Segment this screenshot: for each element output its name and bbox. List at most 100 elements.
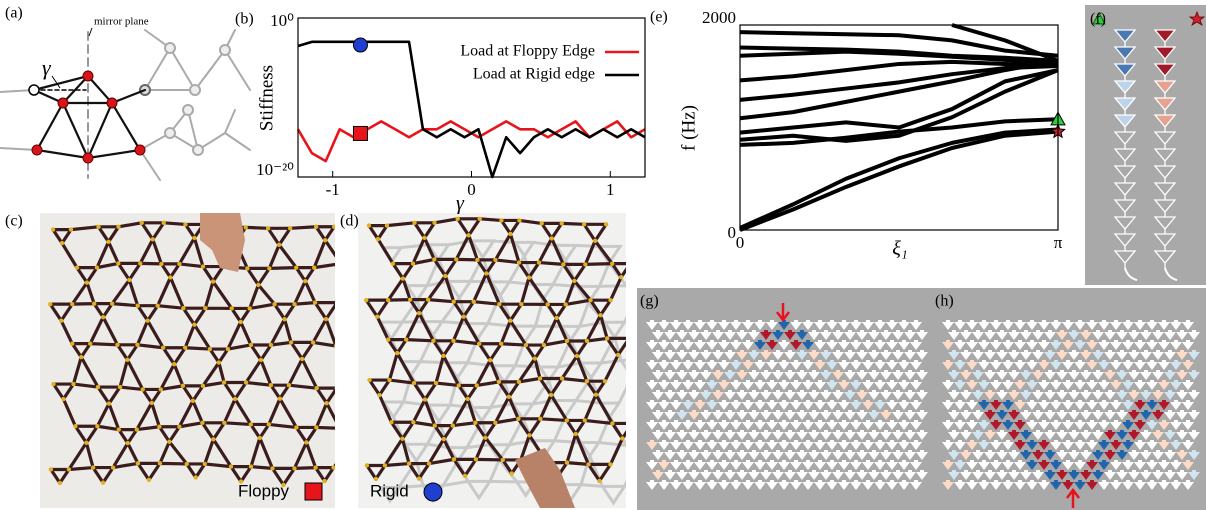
heat-cell-top bbox=[770, 380, 774, 382]
heat-cell-top bbox=[1120, 410, 1124, 412]
heat-cell-top bbox=[958, 340, 962, 342]
gamma-pointer bbox=[52, 76, 60, 88]
heat-cell-top bbox=[994, 460, 998, 462]
heat-cell-top bbox=[818, 400, 822, 402]
heat-cell-top bbox=[1102, 320, 1106, 322]
heat-cell-top bbox=[1102, 400, 1106, 402]
hinge bbox=[172, 362, 176, 366]
hinge bbox=[538, 417, 542, 421]
heat-cell-top bbox=[818, 340, 822, 342]
heat-cell-top bbox=[698, 440, 702, 442]
hinge bbox=[473, 421, 477, 425]
heat-cell-top bbox=[1078, 340, 1082, 342]
heat-cell-top bbox=[734, 440, 738, 442]
heat-cell-top bbox=[1168, 350, 1172, 352]
hinge bbox=[314, 386, 318, 390]
hinge bbox=[452, 457, 456, 461]
heat-cell-top bbox=[764, 330, 768, 332]
heat-cell-top bbox=[1168, 410, 1172, 412]
hinge bbox=[542, 343, 546, 347]
heat-cell-top bbox=[866, 400, 870, 402]
heat-cell-top bbox=[908, 370, 912, 372]
heat-cell-top bbox=[1048, 350, 1052, 352]
heat-cell-top bbox=[902, 320, 906, 322]
heat-cell-top bbox=[1012, 350, 1016, 352]
heat-cell-top bbox=[776, 370, 780, 372]
hinge bbox=[533, 356, 537, 360]
hinge bbox=[249, 343, 253, 347]
heat-cell-top bbox=[994, 320, 998, 322]
heat-cell-top bbox=[860, 470, 864, 472]
heat-cell-top bbox=[1132, 350, 1136, 352]
heat-cell-top bbox=[830, 440, 834, 442]
heat-cell-top bbox=[662, 380, 666, 382]
hinge bbox=[117, 427, 121, 431]
heat-cell-top bbox=[1102, 460, 1106, 462]
heat-cell-top bbox=[1132, 430, 1136, 432]
heat-cell-top bbox=[812, 390, 816, 392]
heat-cell-top bbox=[824, 470, 828, 472]
heat-cell-top bbox=[656, 370, 660, 372]
hinge bbox=[349, 443, 353, 447]
heat-cell-top bbox=[806, 340, 810, 342]
heat-cell-top bbox=[656, 450, 660, 452]
panel-label: (h) bbox=[935, 293, 954, 310]
hinge bbox=[619, 275, 623, 279]
heat-cell-top bbox=[1048, 410, 1052, 412]
heat-cell-top bbox=[1180, 410, 1184, 412]
hinge bbox=[454, 257, 458, 261]
heat-cell-top bbox=[890, 340, 894, 342]
hinge bbox=[451, 339, 455, 343]
heat-cell-top bbox=[782, 420, 786, 422]
heat-cell-top bbox=[1108, 330, 1112, 332]
heat-cell-top bbox=[982, 380, 986, 382]
heat-cell-top bbox=[842, 340, 846, 342]
heat-cell-top bbox=[1120, 470, 1124, 472]
hinge bbox=[408, 297, 412, 301]
hinge bbox=[158, 461, 162, 465]
heat-cell-top bbox=[656, 430, 660, 432]
heat-cell-top bbox=[650, 380, 654, 382]
hinge bbox=[96, 225, 100, 229]
heat-cell-top bbox=[848, 470, 852, 472]
heat-cell-top bbox=[884, 370, 888, 372]
hinge bbox=[61, 397, 65, 401]
heat-cell-top bbox=[1048, 370, 1052, 372]
heat-cell-top bbox=[1114, 340, 1118, 342]
hinge bbox=[258, 436, 262, 440]
heat-cell-top bbox=[878, 340, 882, 342]
hinge bbox=[289, 340, 293, 344]
heat-cell-top bbox=[1126, 360, 1130, 362]
heat-cell-top bbox=[860, 410, 864, 412]
heat-cell-top bbox=[818, 360, 822, 362]
hinge bbox=[582, 222, 586, 226]
heat-cell-top bbox=[1186, 340, 1190, 342]
hinge bbox=[376, 237, 380, 241]
hinge bbox=[603, 379, 607, 383]
heat-cell-top bbox=[722, 460, 726, 462]
heat-cell-top bbox=[860, 430, 864, 432]
heat-cell-top bbox=[1048, 470, 1052, 472]
heat-cell-top bbox=[1156, 410, 1160, 412]
hinge bbox=[417, 476, 421, 480]
heat-cell-top bbox=[674, 420, 678, 422]
heat-cell-top bbox=[722, 360, 726, 362]
heat-cell-top bbox=[914, 400, 918, 402]
heat-cell-top bbox=[1018, 360, 1022, 362]
x-tick-label: π bbox=[1054, 233, 1063, 252]
heat-cell-top bbox=[1090, 320, 1094, 322]
heat-cell-top bbox=[1150, 360, 1154, 362]
heat-cell-top bbox=[1078, 480, 1082, 482]
hinge bbox=[141, 387, 145, 391]
heat-cell-top bbox=[842, 440, 846, 442]
heat-cell-top bbox=[1162, 440, 1166, 442]
hinge bbox=[151, 237, 155, 241]
heat-cell-top bbox=[848, 410, 852, 412]
hinge bbox=[85, 280, 89, 284]
heat-cell-top bbox=[698, 340, 702, 342]
hinge bbox=[292, 302, 296, 306]
hinge bbox=[48, 302, 52, 306]
heat-cell-top bbox=[902, 420, 906, 422]
heat-cell-top bbox=[794, 320, 798, 322]
heat-cell-top bbox=[722, 480, 726, 482]
